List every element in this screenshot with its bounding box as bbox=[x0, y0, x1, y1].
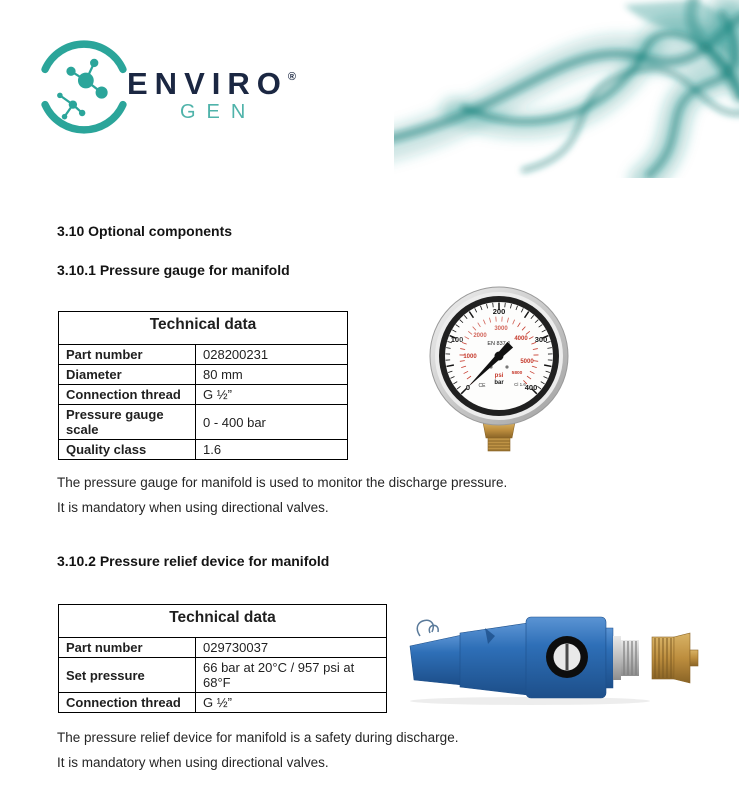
relief-seal-wire bbox=[416, 619, 439, 637]
gauge-bar-unit: bar bbox=[494, 380, 504, 386]
row-label: Pressure gauge scale bbox=[58, 404, 196, 440]
gauge-glass-reflection bbox=[457, 314, 515, 344]
section-heading: 3.10 Optional components bbox=[57, 223, 233, 239]
svg-text:2000: 2000 bbox=[473, 333, 487, 339]
molecule-graphic bbox=[59, 62, 103, 118]
relief-shadow bbox=[410, 697, 650, 705]
table-row: Connection thread G ½” bbox=[58, 384, 348, 405]
table-row: Diameter 80 mm bbox=[58, 364, 348, 385]
brand-wordmark: ENVIRO® bbox=[127, 66, 296, 102]
logo-bottom-arc bbox=[41, 100, 127, 134]
gauge-psi-unit: psi bbox=[495, 373, 504, 379]
technical-data-table-relief: Technical data Part number 029730037 Set… bbox=[58, 604, 387, 713]
row-value: 80 mm bbox=[195, 364, 348, 385]
envirogen-logo-icon bbox=[41, 40, 127, 134]
table1-title: Technical data bbox=[58, 311, 348, 345]
pressure-relief-device-image bbox=[409, 616, 699, 705]
table-row: Set pressure 66 bar at 20°C / 957 psi at… bbox=[58, 657, 387, 693]
paragraph-gauge: The pressure gauge for manifold is used … bbox=[57, 470, 507, 520]
paragraph-line: It is mandatory when using directional v… bbox=[57, 755, 329, 770]
relief-brass-fitting bbox=[651, 632, 699, 684]
row-label: Set pressure bbox=[58, 657, 196, 693]
brand-text: ENVIRO bbox=[127, 66, 288, 101]
svg-text:0: 0 bbox=[466, 383, 470, 392]
logo-top-arc bbox=[41, 40, 127, 74]
gauge-dial-text: 0 100 200 300 400 1000 2000 3000 4000 50… bbox=[451, 307, 548, 392]
table2-title: Technical data bbox=[58, 604, 387, 638]
table-row: Quality class 1.6 bbox=[58, 439, 348, 460]
relief-mid-body bbox=[459, 622, 529, 696]
paragraph-relief: The pressure relief device for manifold … bbox=[57, 725, 458, 775]
relief-cap bbox=[409, 634, 463, 686]
relief-top-tab bbox=[485, 628, 495, 644]
paragraph-line: The pressure gauge for manifold is used … bbox=[57, 475, 508, 490]
table-row: Part number 029730037 bbox=[58, 637, 387, 658]
table-row: Connection thread G ½” bbox=[58, 692, 387, 713]
subsection1-heading: 3.10.1 Pressure gauge for manifold bbox=[57, 262, 290, 278]
gauge-brass-fitting bbox=[482, 421, 516, 452]
row-label: Part number bbox=[58, 637, 196, 658]
svg-text:1000: 1000 bbox=[463, 354, 477, 360]
row-label: Connection thread bbox=[58, 384, 196, 405]
relief-outlet-thread bbox=[605, 627, 639, 689]
technical-data-table-gauge: Technical data Part number 028200231 Dia… bbox=[58, 311, 348, 460]
gauge-standard-label: EN 837-1 bbox=[487, 341, 510, 347]
svg-text:3000: 3000 bbox=[494, 326, 508, 332]
gauge-class-label: Cl 1.6 bbox=[514, 382, 526, 387]
row-label: Part number bbox=[58, 344, 196, 365]
row-value: G ½” bbox=[195, 384, 348, 405]
row-value: 66 bar at 20°C / 957 psi at 68°F bbox=[195, 657, 387, 693]
svg-text:400: 400 bbox=[525, 383, 538, 392]
row-value: 028200231 bbox=[195, 344, 348, 365]
pressure-gauge-image: 0 100 200 300 400 1000 2000 3000 4000 50… bbox=[429, 286, 569, 452]
row-value: 1.6 bbox=[195, 439, 348, 460]
registered-mark: ® bbox=[287, 71, 296, 83]
paragraph-line: It is mandatory when using directional v… bbox=[57, 500, 329, 515]
row-label: Diameter bbox=[58, 364, 196, 385]
brand-subtext: GEN bbox=[180, 101, 257, 123]
subsection2-heading: 3.10.2 Pressure relief device for manifo… bbox=[57, 553, 330, 569]
row-label: Quality class bbox=[58, 439, 196, 460]
gauge-ce-mark: CE bbox=[479, 383, 487, 389]
svg-text:300: 300 bbox=[535, 335, 548, 344]
svg-text:5800: 5800 bbox=[512, 370, 523, 376]
svg-text:100: 100 bbox=[451, 335, 464, 344]
svg-text:5000: 5000 bbox=[520, 359, 534, 365]
paragraph-line: The pressure relief device for manifold … bbox=[57, 730, 459, 745]
gauge-tick-marks bbox=[445, 302, 553, 395]
svg-text:200: 200 bbox=[493, 307, 506, 316]
row-label: Connection thread bbox=[58, 692, 196, 713]
table-row: Part number 028200231 bbox=[58, 344, 348, 365]
smoke-decoration bbox=[394, 0, 739, 178]
row-value: 0 - 400 bar bbox=[195, 404, 348, 440]
table-row: Pressure gauge scale 0 - 400 bar bbox=[58, 404, 348, 440]
row-value: G ½” bbox=[195, 692, 387, 713]
row-value: 029730037 bbox=[195, 637, 387, 658]
svg-text:4000: 4000 bbox=[514, 336, 528, 342]
gauge-needle bbox=[467, 341, 514, 388]
